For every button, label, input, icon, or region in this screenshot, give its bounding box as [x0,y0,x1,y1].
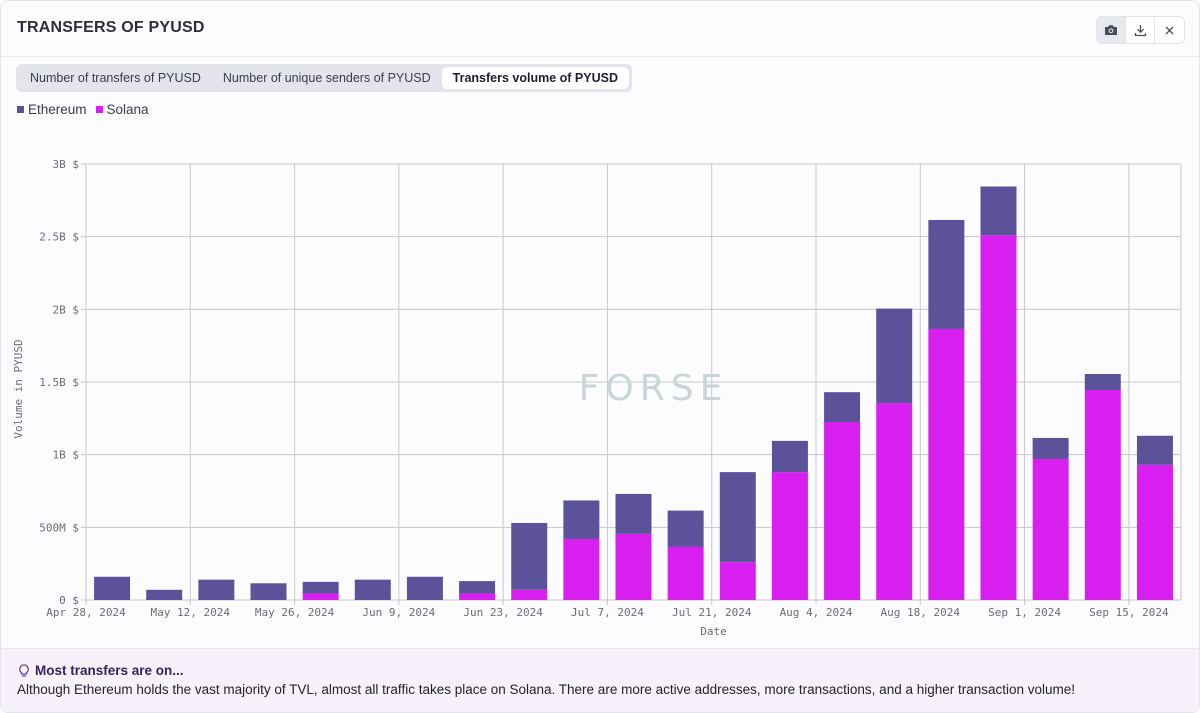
bar-solana[interactable] [667,546,704,600]
bar-ethereum[interactable] [406,576,443,600]
screenshot-button[interactable] [1097,17,1126,43]
x-tick-label: Sep 15, 2024 [1089,606,1169,619]
bar-solana[interactable] [511,589,548,600]
bar-ethereum[interactable] [1136,435,1173,465]
tab-number-of-transfers[interactable]: Number of transfers of PYUSD [30,71,201,85]
x-tick-label: Jun 23, 2024 [463,606,543,619]
bar-solana[interactable] [1136,464,1173,600]
x-tick-label: Aug 18, 2024 [881,606,961,619]
card-title: TRANSFERS OF PYUSD [17,19,205,36]
bar-solana[interactable] [302,593,339,600]
bar-ethereum[interactable] [876,308,913,404]
bar-solana[interactable] [1032,459,1069,600]
bar-ethereum[interactable] [980,186,1017,236]
tab-unique-senders[interactable]: Number of unique senders of PYUSD [222,71,431,85]
bar-solana[interactable] [563,538,600,600]
insight-title-row: Most transfers are on... [18,663,184,678]
legend-item-solana[interactable]: Solana [95,102,149,117]
x-tick-label: Jun 9, 2024 [362,606,435,619]
bar-ethereum[interactable] [928,219,965,329]
bar-ethereum[interactable] [719,472,756,563]
x-tick-label: Sep 1, 2024 [988,606,1061,619]
legend-item-ethereum[interactable]: Ethereum [17,102,87,117]
bar-solana[interactable] [876,403,913,600]
bar-ethereum[interactable] [198,579,235,600]
insight-footer: Most transfers are on... Although Ethere… [1,648,1199,712]
card-header: TRANSFERS OF PYUSD [1,1,1199,57]
legend-swatch-ethereum [17,106,24,113]
bar-solana[interactable] [615,533,652,600]
bar-ethereum[interactable] [459,581,496,594]
x-tick-label: Apr 28, 2024 [46,606,126,619]
y-tick-label: 0 $ [59,594,79,607]
y-tick-label: 500M $ [39,521,79,534]
x-tick-label: May 26, 2024 [255,606,335,619]
toolbar [1096,16,1185,44]
bar-solana[interactable] [719,562,756,600]
camera-icon [1105,25,1117,35]
bar-ethereum[interactable] [771,440,808,473]
bar-solana[interactable] [980,235,1017,601]
insight-title: Most transfers are on... [35,663,184,678]
bar-solana[interactable] [771,472,808,600]
bar-ethereum[interactable] [667,510,704,547]
bar-ethereum[interactable] [1032,437,1069,460]
bar-solana[interactable] [824,421,861,600]
bar-ethereum[interactable] [302,581,339,594]
y-tick-label: 1B $ [53,449,80,462]
legend-label-solana: Solana [106,102,149,117]
bar-ethereum[interactable] [354,579,391,600]
x-tick-label: Jul 7, 2024 [571,606,644,619]
y-tick-label: 3B $ [53,158,80,171]
y-tick-label: 2.5B $ [39,231,79,244]
bar-ethereum[interactable] [824,392,861,422]
download-button[interactable] [1126,17,1155,43]
bar-ethereum[interactable] [1084,374,1121,390]
legend-swatch-solana [95,106,103,113]
download-icon [1134,24,1146,36]
x-tick-label: Aug 4, 2024 [780,606,853,619]
bar-solana[interactable] [459,593,496,600]
close-button[interactable] [1155,17,1184,43]
y-tick-label: 2B $ [53,303,80,316]
bar-ethereum[interactable] [563,500,600,539]
watermark: FORSE [579,368,729,409]
lightbulb-icon [19,663,29,677]
bar-ethereum[interactable] [94,576,131,600]
y-axis-title: Volume in PYUSD [12,339,25,438]
bar-ethereum[interactable] [146,589,183,600]
bar-ethereum[interactable] [615,493,652,534]
x-tick-label: Jul 21, 2024 [672,606,752,619]
insight-text: Although Ethereum holds the vast majorit… [17,682,1076,697]
metric-tabs: Number of transfers of PYUSD Number of u… [16,64,632,92]
bar-solana[interactable] [1084,389,1121,600]
x-tick-label: May 12, 2024 [151,606,231,619]
close-icon [1165,26,1174,34]
bar-chart: 0 $ 500M $ 1B $ 1.5B $ 2B $ 2.5B $ 3B $ Apr 28,… [12,158,1182,638]
legend-label-ethereum: Ethereum [28,102,87,117]
tab-transfers-volume[interactable]: Transfers volume of PYUSD [441,67,629,89]
bar-ethereum[interactable] [511,522,548,590]
bar-ethereum[interactable] [250,583,287,600]
y-tick-label: 1.5B $ [39,376,79,389]
bar-solana[interactable] [928,328,965,600]
chart-legend: Ethereum Solana [17,102,149,117]
x-axis-title: Date [700,625,727,638]
